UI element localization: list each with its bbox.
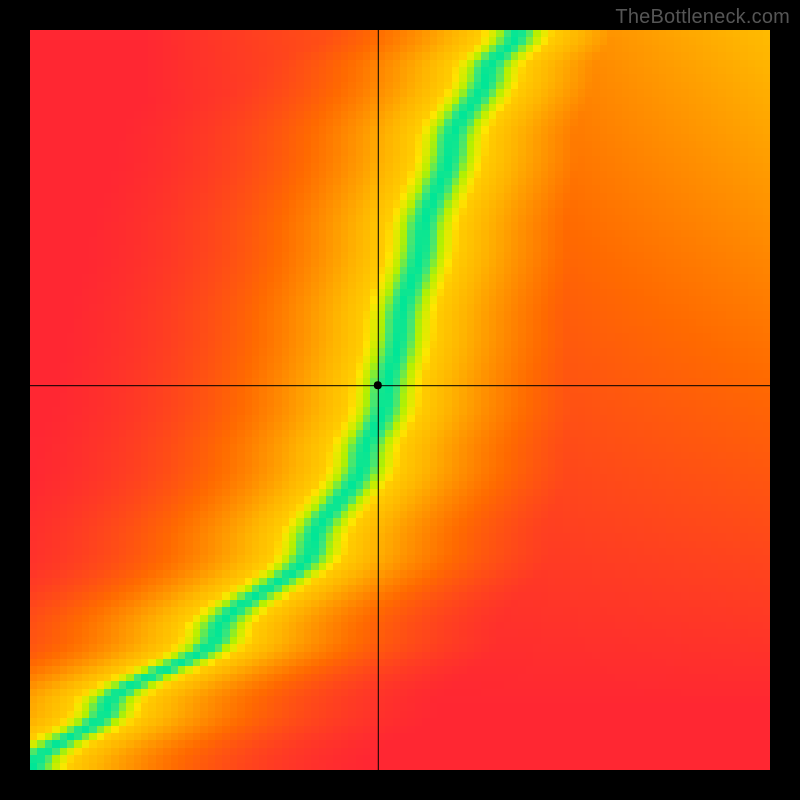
- heatmap-canvas: [0, 0, 800, 800]
- watermark-text: TheBottleneck.com: [615, 6, 790, 29]
- chart-container: TheBottleneck.com: [0, 0, 800, 800]
